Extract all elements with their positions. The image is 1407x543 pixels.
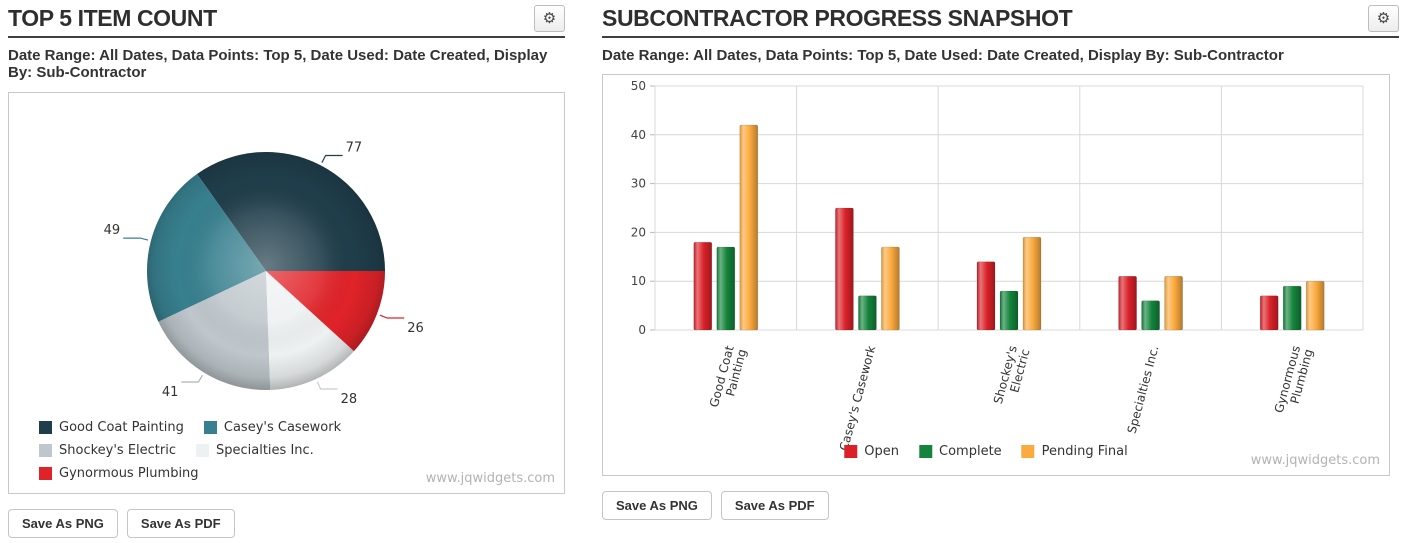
panel-subcontractor-progress: SUBCONTRACTOR PROGRESS SNAPSHOT ⚙ Date R… (602, 5, 1399, 538)
legend-item-good-coat-painting[interactable]: Good Coat Painting (39, 420, 184, 435)
legend-swatch (1021, 445, 1035, 459)
save-as-pdf-button[interactable]: Save As PDF (126, 508, 235, 538)
pie-chart: 77 49 41 28 26 (104, 140, 424, 407)
legend-swatch (844, 445, 858, 459)
pie-label-line (379, 314, 405, 319)
legend-item-gynormous-plumbing[interactable]: Gynormous Plumbing (39, 466, 199, 481)
page-title: TOP 5 ITEM COUNT (8, 5, 217, 31)
legend-label: Shockey's Electric (59, 442, 176, 458)
bar-chart: 0 10 20 30 40 50 Good CoatPainting Casey's Case… (631, 79, 1364, 453)
y-tick-label: 20 (631, 226, 646, 240)
legend-swatch (203, 420, 217, 434)
x-tick-label: GynormousPlumbing (1272, 344, 1316, 418)
save-as-png-button[interactable]: Save As PNG (602, 491, 712, 521)
panel-top5-item-count: TOP 5 ITEM COUNT ⚙ Date Range: All Dates… (8, 5, 565, 538)
save-as-png-button[interactable]: Save As PNG (8, 508, 118, 538)
legend-label: Casey's Casework (223, 419, 342, 435)
legend-item-casey-s-casework[interactable]: Casey's Casework (203, 419, 342, 435)
panel-header: SUBCONTRACTOR PROGRESS SNAPSHOT ⚙ (602, 5, 1399, 38)
bar-open-good-coat-painting[interactable] (693, 242, 713, 331)
legend-swatch (39, 443, 52, 457)
bar-legend: Open Complete Pending Final (844, 444, 1147, 459)
pie-value-label: 49 (104, 223, 121, 238)
watermark: www.jqwidgets.com (1250, 453, 1380, 469)
legend-item-shockey-s-electric[interactable]: Shockey's Electric (39, 443, 176, 458)
bar-complete-shockey-s-electric[interactable] (999, 290, 1019, 331)
panel-header: TOP 5 ITEM COUNT ⚙ (8, 5, 565, 38)
legend-label: Open (864, 444, 900, 460)
x-tick-label: Shockey'sElectric (991, 344, 1033, 409)
legend-swatch (196, 443, 209, 457)
pie-shading (147, 151, 385, 390)
legend-label: Good Coat Painting (59, 419, 184, 435)
pie-label-line (316, 380, 338, 390)
bar-open-specialties-inc-[interactable] (1118, 276, 1137, 331)
legend-item-specialties-inc-[interactable]: Specialties Inc. (196, 443, 314, 458)
legend-item-complete[interactable]: Complete (919, 444, 1002, 459)
bar-complete-good-coat-painting[interactable] (716, 246, 736, 331)
x-tick-label: Good CoatPainting (707, 344, 750, 412)
export-actions: Save As PNG Save As PDF (8, 508, 565, 538)
bar-open-casey-s-casework[interactable] (835, 207, 854, 331)
settings-button[interactable]: ⚙ (1368, 5, 1399, 32)
x-tick-label: Specialties Inc. (1125, 344, 1162, 435)
legend-swatch (39, 420, 52, 434)
pie-label-line (321, 154, 343, 163)
pie-value-label: 28 (341, 392, 358, 407)
save-as-pdf-button[interactable]: Save As PDF (720, 491, 829, 521)
bar-pending-final-specialties-inc-[interactable] (1164, 276, 1183, 331)
bar-pending-final-good-coat-painting[interactable] (739, 124, 759, 331)
pie-value-label: 77 (346, 140, 363, 155)
bar-complete-gynormous-plumbing[interactable] (1282, 286, 1302, 331)
bar-open-gynormous-plumbing[interactable] (1259, 295, 1279, 331)
bar-pending-final-casey-s-casework[interactable] (881, 246, 900, 331)
bar-pending-final-shockey-s-electric[interactable] (1022, 237, 1042, 331)
legend-label: Specialties Inc. (216, 442, 314, 458)
legend-label: Gynormous Plumbing (59, 465, 199, 481)
y-tick-label: 40 (631, 128, 646, 142)
legend-swatch (39, 466, 52, 480)
bar-open-shockey-s-electric[interactable] (976, 261, 996, 331)
pie-legend: Good Coat Painting Casey's Casework Shocke… (39, 420, 489, 481)
legend-label: Pending Final (1041, 444, 1128, 460)
y-tick-label: 0 (638, 323, 646, 337)
bar-pending-final-gynormous-plumbing[interactable] (1305, 281, 1325, 331)
chart-subtitle: Date Range: All Dates, Data Points: Top … (602, 47, 1284, 64)
watermark: www.jqwidgets.com (425, 470, 555, 486)
legend-swatch (919, 445, 933, 459)
x-tick-label: Casey's Casework (837, 344, 879, 452)
page-title: SUBCONTRACTOR PROGRESS SNAPSHOT (602, 5, 1073, 31)
pie-label-line (181, 374, 204, 383)
pie-value-label: 41 (162, 385, 179, 400)
y-tick-label: 30 (631, 177, 646, 191)
pie-value-label: 26 (407, 321, 424, 336)
y-tick-label: 10 (631, 274, 646, 288)
gear-icon: ⚙ (542, 10, 557, 27)
pie-label-line (123, 237, 149, 241)
bar-chart-container: 0 10 20 30 40 50 Good CoatPainting Casey's Case… (602, 74, 1390, 477)
export-actions: Save As PNG Save As PDF (602, 491, 1399, 521)
bar-complete-specialties-inc-[interactable] (1141, 300, 1160, 331)
settings-button[interactable]: ⚙ (534, 5, 565, 32)
chart-subtitle: Date Range: All Dates, Data Points: Top … (8, 47, 548, 82)
pie-chart-container: 77 49 41 28 26 Good Coat Painting Casey's Cas… (8, 91, 565, 494)
legend-item-open[interactable]: Open (844, 444, 899, 459)
legend-item-pending-final[interactable]: Pending Final (1021, 444, 1128, 460)
gear-icon: ⚙ (1376, 10, 1391, 27)
y-tick-label: 50 (631, 79, 646, 93)
legend-label: Complete (939, 444, 1002, 460)
bar-complete-casey-s-casework[interactable] (858, 295, 877, 331)
